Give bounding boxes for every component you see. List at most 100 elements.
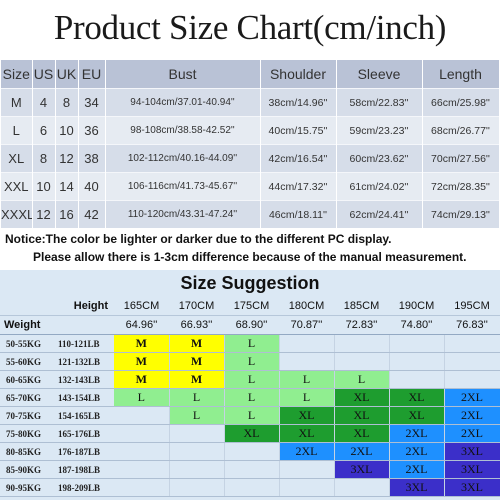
cell-shoulder: 40cm/15.75'': [260, 116, 337, 145]
page-title: Product Size Chart(cm/inch): [53, 8, 447, 47]
notice-color-text: Notice:The color be lighter or darker du…: [5, 232, 392, 246]
empty-cell: [169, 424, 225, 443]
size-suggestion-cell: 2XL: [444, 424, 500, 443]
notice-measurement-text: Please allow there is 1-3cm difference b…: [33, 250, 467, 264]
weight-row: 70-75KG 154-165LB L L XL XL XL 2XL: [0, 406, 500, 425]
size-suggestion-cell: XL: [334, 424, 390, 443]
weight-lb-label: 187-198LB: [56, 460, 114, 479]
weight-lb-label: 154-165LB: [56, 406, 114, 425]
size-suggestion-cell: M: [169, 370, 225, 389]
size-suggestion-cell: L: [114, 388, 170, 407]
cell-sleeve: 59cm/23.23'': [336, 116, 423, 145]
cell-sleeve: 62cm/24.41'': [336, 200, 423, 228]
header-us: US: [32, 60, 56, 89]
size-suggestion-cell: M: [114, 352, 170, 371]
empty-cell: [169, 460, 225, 479]
size-row-l: L 6 10 36 98-108cm/38.58-42.52'' 40cm/15…: [1, 116, 500, 145]
cell-size: XXXL: [1, 200, 33, 228]
weight-label: Weight: [0, 315, 56, 335]
empty-cell: [114, 460, 170, 479]
cell-us: 6: [32, 116, 56, 145]
cell-size: XXL: [1, 172, 33, 201]
size-suggestion-cell: XL: [279, 424, 335, 443]
size-suggestion-cell: L: [334, 370, 390, 389]
empty-cell: [224, 442, 280, 461]
weight-row: 85-90KG 187-198LB 3XL 2XL 3XL: [0, 460, 500, 479]
size-suggestion-cell: L: [224, 352, 280, 371]
size-suggestion-cell: M: [114, 334, 170, 353]
height-label: Height: [56, 297, 114, 316]
weight-lb-label: 143-154LB: [56, 388, 114, 407]
weight-kg-label: 70-75KG: [0, 406, 56, 425]
cell-us: 4: [32, 88, 56, 117]
weight-kg-label: 75-80KG: [0, 424, 56, 443]
cell-bust: 110-120cm/43.31-47.24'': [105, 200, 261, 228]
empty-cell: [444, 370, 500, 389]
size-suggestion-cell: 2XL: [334, 442, 390, 461]
height-cm-header: 165CM: [114, 297, 169, 316]
height-in-header: 66.93'': [169, 315, 224, 335]
empty-cell: [334, 352, 390, 371]
cell-bust: 98-108cm/38.58-42.52'': [105, 116, 261, 145]
size-suggestion-cell: XL: [279, 406, 335, 425]
height-cm-header: 195CM: [444, 297, 500, 316]
size-chart-header-row: Size US UK EU Bust Shoulder Sleeve Lengt…: [1, 60, 500, 89]
weight-kg-label: 65-70KG: [0, 388, 56, 407]
height-in-header: 70.87'': [279, 315, 334, 335]
size-suggestion-panel: Size Suggestion Height 165CM 170CM 175CM…: [0, 270, 500, 500]
weight-kg-label: 50-55KG: [0, 334, 56, 353]
height-in-header: 64.96'': [114, 315, 169, 335]
empty-cell: [279, 334, 335, 353]
weight-row: 80-85KG 176-187LB 2XL 2XL 2XL 3XL: [0, 442, 500, 461]
size-suggestion-cell: 2XL: [444, 388, 500, 407]
size-suggestion-cell: 2XL: [389, 442, 445, 461]
header-size: Size: [1, 60, 33, 89]
height-in-header: 74.80'': [389, 315, 444, 335]
cell-eu: 40: [78, 172, 106, 201]
size-suggestion-cell: L: [169, 406, 225, 425]
weight-kg-label: 60-65KG: [0, 370, 56, 389]
cell-us: 12: [32, 200, 56, 228]
weight-lb-label: 121-132LB: [56, 352, 114, 371]
cell-length: 72cm/28.35'': [422, 172, 500, 201]
cell-uk: 12: [55, 144, 79, 173]
size-row-xxxl: XXXL 12 16 42 110-120cm/43.31-47.24'' 46…: [1, 200, 500, 228]
size-suggestion-cell: XL: [334, 388, 390, 407]
height-cm-header: 175CM: [224, 297, 279, 316]
size-suggestion-cell: 2XL: [389, 460, 445, 479]
header-shoulder: Shoulder: [260, 60, 337, 89]
empty-cell: [169, 478, 225, 497]
weight-lb-label: 110-121LB: [56, 334, 114, 353]
height-in-header: 72.83'': [334, 315, 389, 335]
weight-lb-label: 132-143LB: [56, 370, 114, 389]
cell-us: 8: [32, 144, 56, 173]
height-cm-header: 190CM: [389, 297, 444, 316]
size-suggestion-cell: XL: [389, 388, 445, 407]
cell-uk: 8: [55, 88, 79, 117]
size-suggestion-cell: 2XL: [279, 442, 335, 461]
weight-row: 75-80KG 165-176LB XL XL XL 2XL 2XL: [0, 424, 500, 443]
empty-cell: [169, 442, 225, 461]
size-suggestion-cell: L: [224, 370, 280, 389]
size-row-xl: XL 8 12 38 102-112cm/40.16-44.09'' 42cm/…: [1, 144, 500, 173]
weight-row: 90-95KG 198-209LB 3XL 3XL: [0, 478, 500, 497]
empty-cell: [114, 442, 170, 461]
size-suggestion-cell: L: [279, 370, 335, 389]
cell-size: M: [1, 88, 33, 117]
cell-size: L: [1, 116, 33, 145]
cell-size: XL: [1, 144, 33, 173]
size-suggestion-cell: 3XL: [334, 460, 390, 479]
cell-uk: 16: [55, 200, 79, 228]
empty-cell: [334, 478, 390, 497]
size-suggestion-cell: XL: [334, 406, 390, 425]
empty-cell: [224, 478, 280, 497]
size-suggestion-cell: 3XL: [389, 478, 445, 497]
weight-lb-label: 165-176LB: [56, 424, 114, 443]
weight-row: 60-65KG 132-143LB M M L L L: [0, 370, 500, 389]
empty-cell: [389, 334, 445, 353]
height-cm-row: Height 165CM 170CM 175CM 180CM 185CM 190…: [0, 297, 500, 316]
weight-kg-label: 90-95KG: [0, 478, 56, 497]
weight-lb-label: 176-187LB: [56, 442, 114, 461]
height-cm-header: 185CM: [334, 297, 389, 316]
height-in-header: 68.90'': [224, 315, 279, 335]
